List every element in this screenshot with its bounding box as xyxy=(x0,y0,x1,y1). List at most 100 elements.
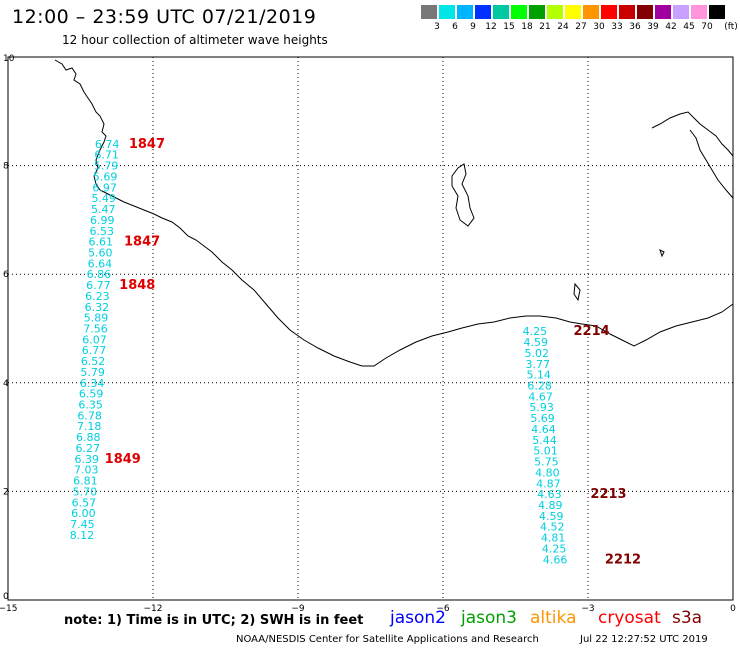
colorbar-label: 21 xyxy=(539,22,551,32)
wave-height-value: 6.86 xyxy=(87,268,112,281)
map-title: 12:00 – 23:59 UTC 07/21/2019 xyxy=(12,6,317,28)
colorbar-swatch xyxy=(583,5,599,19)
wave-height-value: 7.56 xyxy=(83,323,108,336)
plot-frame xyxy=(7,56,734,601)
wave-height-value: 8.12 xyxy=(70,529,95,542)
y-tick-label: 8 xyxy=(3,162,9,172)
wave-height-value: 6.39 xyxy=(75,453,100,466)
wave-height-value: 5.79 xyxy=(80,366,105,379)
colorbar-label: 18 xyxy=(521,22,533,32)
wave-height-value: 5.79 xyxy=(94,160,119,173)
colorbar-label: 27 xyxy=(575,22,587,32)
pass-time-label: 1847 xyxy=(129,137,165,152)
x-tick-label: −3 xyxy=(581,604,594,614)
wave-height-value: 6.07 xyxy=(82,333,107,346)
wave-height-value: 5.14 xyxy=(526,369,551,382)
y-tick-label: 4 xyxy=(3,379,9,389)
x-tick-label: −12 xyxy=(144,604,163,614)
wave-height-value: 5.02 xyxy=(525,347,550,360)
x-tick-label: −15 xyxy=(0,604,18,614)
satellite-legend-s3a: s3a xyxy=(672,608,703,628)
wave-height-value: 5.89 xyxy=(84,312,109,325)
colorbar-label: 45 xyxy=(683,22,695,32)
colorbar-unit: (ft) xyxy=(724,22,738,32)
pass-time-labels: 1847 1847 1848 1849 2214 2213 2212 xyxy=(105,137,641,567)
colorbar-label: 70 xyxy=(701,22,713,32)
wave-height-value: 6.00 xyxy=(71,507,96,520)
wave-height-value: 6.77 xyxy=(86,279,111,292)
wave-height-value: 6.81 xyxy=(73,475,98,488)
pass-time-label: 2214 xyxy=(574,324,610,339)
colorbar-label: 12 xyxy=(485,22,497,32)
y-tick-label: 10 xyxy=(3,54,15,64)
wave-height-value: 4.67 xyxy=(528,390,553,403)
wave-height-value: 4.89 xyxy=(538,499,563,512)
wave-height-value: 6.53 xyxy=(90,225,115,238)
wave-height-value: 4.59 xyxy=(524,336,549,349)
wave-height-value: 6.74 xyxy=(95,138,120,151)
altimeter-tracks: 6.746.715.795.696.975.495.476.996.536.61… xyxy=(70,138,568,566)
pass-time-label: 1848 xyxy=(119,278,155,293)
coastline xyxy=(54,59,734,367)
wave-height-value: 5.70 xyxy=(73,485,98,498)
wave-height-value: 4.64 xyxy=(531,423,556,436)
wave-height-value: 4.63 xyxy=(537,488,562,501)
wave-height-value: 6.61 xyxy=(89,236,114,249)
colorbar-label: 24 xyxy=(557,22,569,32)
colorbar-label: 3 xyxy=(434,22,440,32)
wave-height-value: 4.25 xyxy=(542,542,567,555)
wave-height-value: 4.87 xyxy=(536,477,561,490)
wave-height-value: 5.44 xyxy=(532,434,557,447)
colorbar-label: 9 xyxy=(470,22,476,32)
wave-height-value: 5.01 xyxy=(533,445,558,458)
coastline-small-feature-2 xyxy=(659,249,665,258)
colorbar-swatch xyxy=(673,5,689,19)
colorbar-swatch xyxy=(709,5,725,19)
wave-height-value: 4.66 xyxy=(543,553,568,566)
colorbar-swatch xyxy=(439,5,455,19)
footnote: note: 1) Time is in UTC; 2) SWH is in fe… xyxy=(64,613,364,628)
coastline-north-segment xyxy=(451,163,475,227)
wave-height-value: 4.80 xyxy=(535,466,560,479)
pass-time-label: 2213 xyxy=(590,487,626,502)
wave-height-value: 6.32 xyxy=(85,301,110,314)
wave-height-value: 3.77 xyxy=(525,358,550,371)
wave-height-value: 5.69 xyxy=(93,170,118,183)
colorbar-swatch xyxy=(421,5,437,19)
wave-height-value: 6.28 xyxy=(527,380,552,393)
x-tick-label: −9 xyxy=(291,604,305,614)
wave-height-value: 6.78 xyxy=(77,409,102,422)
colorbar-swatch xyxy=(619,5,635,19)
wave-height-value: 6.52 xyxy=(81,355,106,368)
wave-height-value: 4.25 xyxy=(523,325,548,338)
wave-height-value: 7.03 xyxy=(74,464,99,477)
satellite-legend-altika: altika xyxy=(530,608,577,628)
y-tick-label: 6 xyxy=(3,270,9,280)
colorbar-label: 36 xyxy=(629,22,641,32)
credit-line: NOAA/NESDIS Center for Satellite Applica… xyxy=(236,634,539,645)
wave-height-value: 6.59 xyxy=(79,388,104,401)
colorbar-swatch xyxy=(493,5,509,19)
wave-height-value: 6.88 xyxy=(76,431,101,444)
colorbar-label: 39 xyxy=(647,22,659,32)
satellite-legend-jason3: jason3 xyxy=(461,608,517,628)
wave-height-value: 6.97 xyxy=(92,181,117,194)
colorbar-swatch xyxy=(637,5,653,19)
colorbar-swatch xyxy=(457,5,473,19)
colorbar-swatch xyxy=(475,5,491,19)
colorbar-label: 6 xyxy=(452,22,458,32)
colorbar-swatch xyxy=(511,5,527,19)
wave-height-value: 6.64 xyxy=(88,257,113,270)
wave-height-value: 6.27 xyxy=(76,442,101,455)
wave-height-value: 4.52 xyxy=(540,521,565,534)
colorbar-label: 33 xyxy=(611,22,623,32)
wave-height-value: 6.57 xyxy=(72,496,97,509)
map-subtitle: 12 hour collection of altimeter wave hei… xyxy=(62,33,328,47)
pass-time-label: 1847 xyxy=(124,235,160,250)
colorbar-label: 30 xyxy=(593,22,605,32)
wave-height-value: 6.77 xyxy=(82,344,107,357)
pass-time-label: 2212 xyxy=(605,552,641,567)
satellite-legend-jason2: jason2 xyxy=(390,608,446,628)
wave-height-value: 6.71 xyxy=(94,149,119,162)
wave-height-value: 4.59 xyxy=(539,510,564,523)
